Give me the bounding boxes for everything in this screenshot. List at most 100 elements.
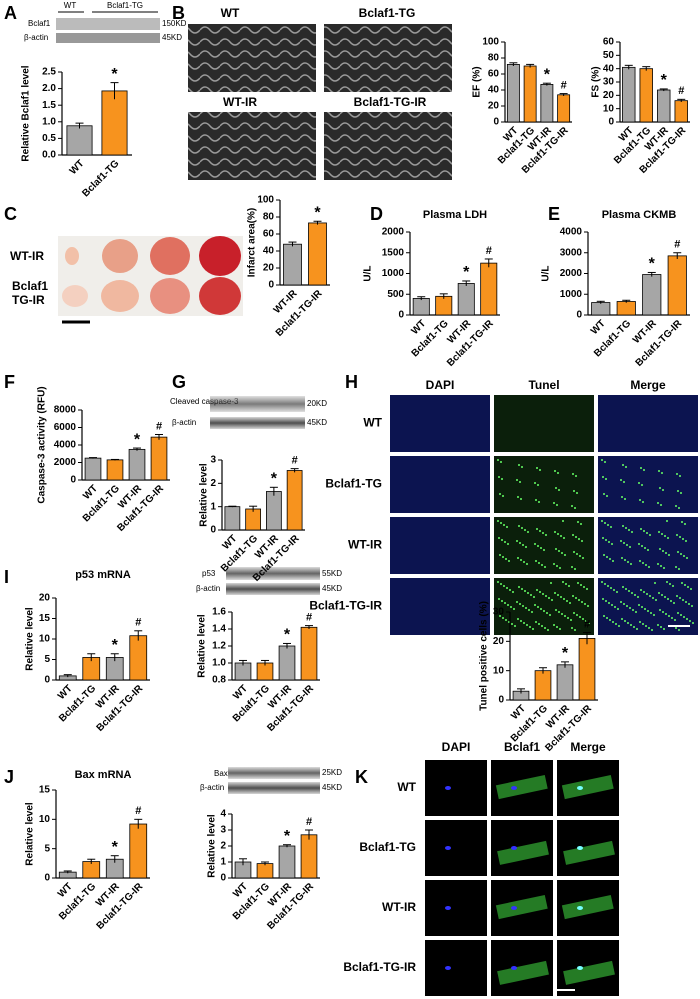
positive-cell [581,540,583,542]
positive-cell [659,609,661,611]
echo-image [188,24,316,92]
y-axis-label: Relative level [25,607,36,671]
positive-cell [640,467,642,469]
chart-title: Plasma LDH [423,209,487,221]
y-axis-label: Relative level [199,463,210,527]
cell [497,840,549,865]
bar [256,863,274,879]
positive-cell [620,540,622,542]
micrograph [494,456,594,513]
bar [591,302,611,316]
bar [66,125,93,156]
micrograph [390,517,490,574]
positive-cell [524,529,526,531]
positive-cell [616,591,618,593]
positive-cell [577,521,579,523]
positive-cell [553,563,555,565]
positive-cell [690,588,692,590]
blot-size: 25KD [322,768,342,777]
positive-cell [575,475,577,477]
positive-cell [608,541,610,543]
positive-cell [655,599,657,601]
y-axis-label: FS (%) [591,66,602,97]
y-tick-label: 30 [603,77,615,88]
y-tick-label: 2000 [382,227,405,238]
positive-cell [627,622,629,624]
positive-cell [571,505,573,507]
image-label: Bclaf1-TG-IR [354,95,427,109]
y-tick-label: 8000 [54,405,77,416]
positive-cell [499,615,501,617]
row-label: Bclaf1-TG [359,840,416,854]
positive-cell [523,561,525,563]
nucleus [577,906,583,910]
positive-cell [639,560,641,562]
micrograph [425,760,487,816]
positive-cell [568,585,570,587]
positive-cell [543,549,545,551]
chart-title: p53 mRNA [75,569,131,581]
panel-letter: E [548,204,560,224]
y-tick-label: 1000 [382,268,405,279]
y-tick-label: 10 [603,103,615,114]
positive-cell [578,538,580,540]
positive-cell [559,567,561,569]
significance-marker: * [111,66,118,83]
positive-cell [573,551,575,553]
positive-cell [658,531,660,533]
y-tick-label: 1500 [382,247,405,258]
significance-marker: * [284,828,291,845]
positive-cell [553,502,555,504]
micrograph [390,395,490,452]
positive-cell [653,614,655,616]
cell [563,960,615,985]
positive-cell [631,531,633,533]
positive-cell [576,553,578,555]
positive-cell [638,543,640,545]
bar [622,66,636,123]
positive-cell [587,605,589,607]
y-tick-label: 10 [39,814,51,825]
positive-cell [674,619,676,621]
positive-cell [586,588,588,590]
y-axis-label: Infarct area(%) [247,208,258,277]
positive-cell [672,585,674,587]
y-tick-label: 4000 [54,440,77,451]
positive-cell [625,527,627,529]
positive-cell [684,523,686,525]
positive-cell [606,556,608,558]
positive-cell [643,591,645,593]
positive-cell [664,596,666,598]
positive-cell [507,604,509,606]
positive-cell [543,610,545,612]
nucleus [577,786,583,790]
chart-title: Bax mRNA [75,769,132,781]
bar [278,645,296,681]
positive-cell [644,547,646,549]
significance-marker: * [134,431,141,448]
y-tick-label: 5 [44,843,50,854]
positive-cell [497,581,499,583]
positive-cell [558,550,560,552]
y-tick-label: 100 [257,195,274,206]
positive-cell [642,501,644,503]
positive-cell [503,524,505,526]
y-tick-label: 0 [498,695,504,706]
y-tick-label: 80 [263,212,275,223]
nucleus [445,966,451,970]
blot-size: 45KD [162,33,182,42]
y-tick-label: 1.0 [212,658,226,669]
nucleus [577,966,583,970]
y-axis-label: Tunel positive cells (%) [479,601,490,711]
positive-cell [640,589,642,591]
bar [480,262,498,316]
positive-cell [574,507,576,509]
cell [561,894,614,920]
positive-cell [510,606,512,608]
positive-cell [499,554,501,556]
positive-cell [536,467,538,469]
y-tick-label: 2.0 [42,83,56,94]
bar [557,94,571,123]
cell [497,960,549,985]
positive-cell [550,582,552,584]
